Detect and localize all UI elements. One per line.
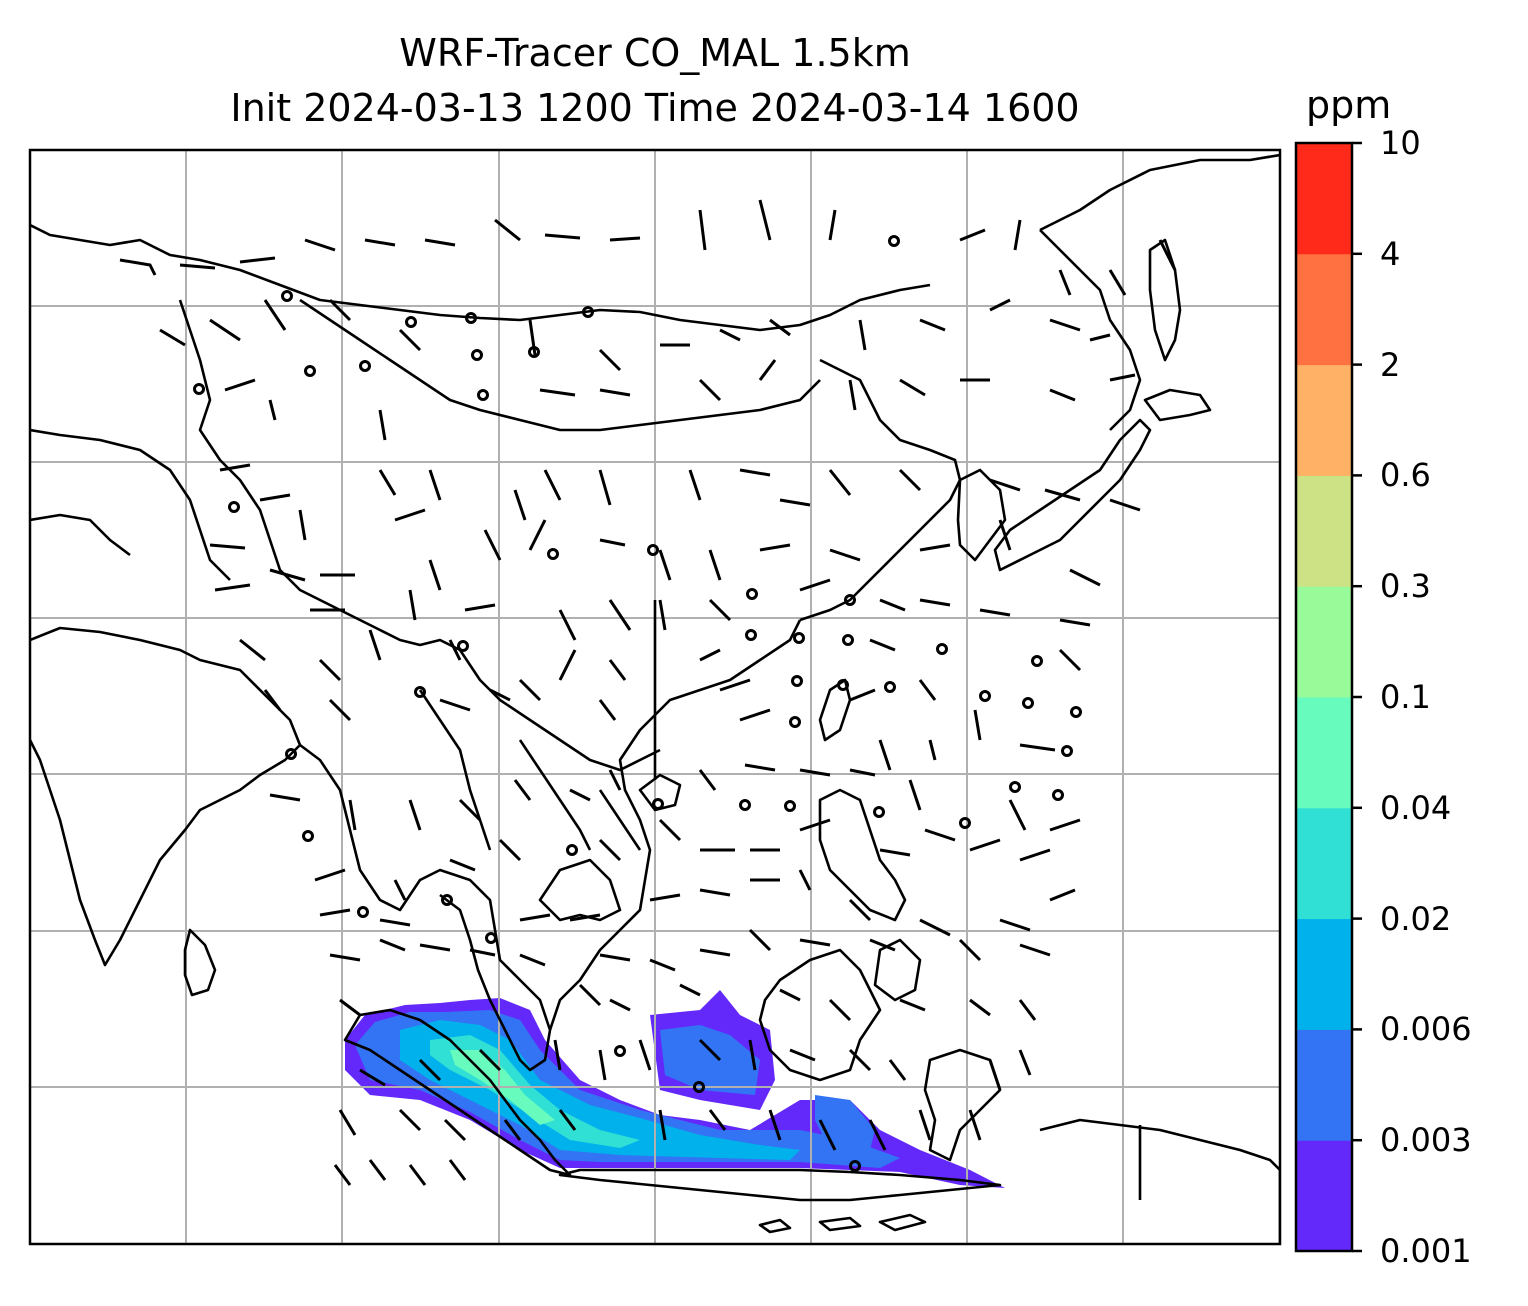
colorbar-tick-label: 4 bbox=[1380, 234, 1401, 273]
wind-barbs bbox=[119, 199, 1177, 1186]
colorbar-segment bbox=[1296, 1140, 1352, 1252]
calm-markers bbox=[193, 235, 1082, 1172]
colorbar-tick-label: 0.003 bbox=[1380, 1121, 1472, 1160]
colorbar-tick-label: 0.6 bbox=[1380, 456, 1431, 495]
map-panel bbox=[30, 150, 1280, 1244]
colorbar-segment bbox=[1296, 586, 1352, 698]
gridlines bbox=[30, 150, 1280, 1244]
coastlines bbox=[30, 153, 1280, 1244]
colorbar-tick-label: 0.001 bbox=[1380, 1232, 1472, 1270]
colorbar-segment bbox=[1296, 697, 1352, 809]
colorbar-segment bbox=[1296, 1029, 1352, 1141]
colorbar-segment bbox=[1296, 143, 1352, 255]
colorbar-tick-label: 0.3 bbox=[1380, 567, 1431, 606]
colorbar bbox=[1294, 141, 1362, 1253]
colorbar-segment bbox=[1296, 918, 1352, 1030]
colorbar-tick-label: 10 bbox=[1380, 124, 1421, 162]
title-line-2: Init 2024-03-13 1200 Time 2024-03-14 160… bbox=[230, 86, 1080, 130]
colorbar-tick-label: 2 bbox=[1380, 345, 1401, 384]
tracer-plume bbox=[345, 990, 1005, 1188]
colorbar-segment bbox=[1296, 364, 1352, 476]
colorbar-tick-label: 0.02 bbox=[1380, 899, 1452, 938]
colorbar-segment bbox=[1296, 807, 1352, 920]
colorbar-unit: ppm bbox=[1306, 83, 1392, 127]
colorbar-tick-label: 0.1 bbox=[1380, 678, 1431, 716]
colorbar-segment bbox=[1296, 475, 1352, 587]
colorbar-tick-label: 0.006 bbox=[1380, 1010, 1472, 1049]
colorbar-tick-label: 0.04 bbox=[1380, 788, 1452, 827]
colorbar-segment bbox=[1296, 253, 1352, 366]
title-line-1: WRF-Tracer CO_MAL 1.5km bbox=[399, 31, 911, 75]
map-frame bbox=[28, 148, 1282, 1246]
